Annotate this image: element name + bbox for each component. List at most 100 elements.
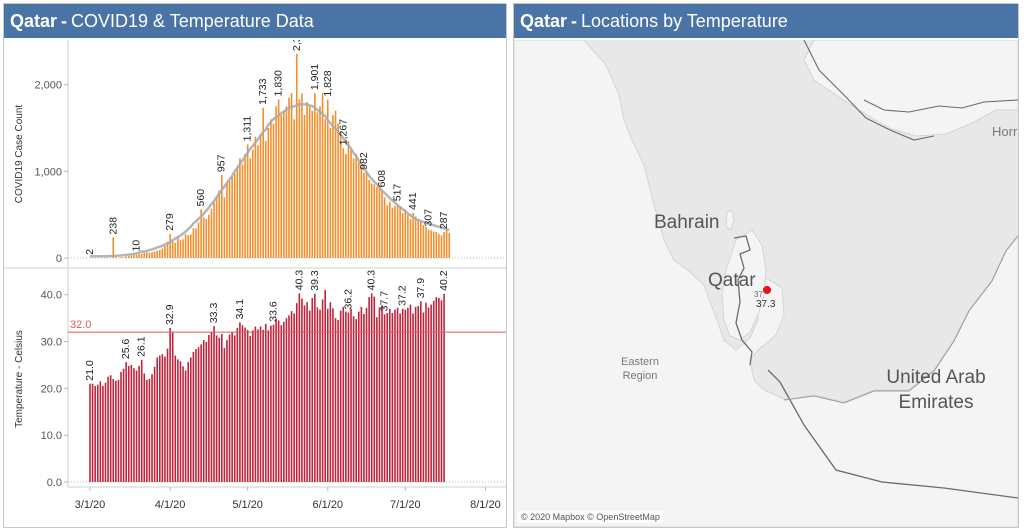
cases-ytick-label: 2,000 [34, 80, 62, 92]
x-tick-label: 3/1/20 [75, 499, 106, 511]
temp-bar [210, 331, 213, 482]
temp-bar [285, 318, 288, 482]
temp-bar [360, 306, 363, 482]
horn-label: Horr [992, 124, 1018, 139]
cases-bar [252, 149, 254, 258]
cases-bar [262, 107, 264, 258]
temp-bar [143, 373, 146, 482]
map-panel: Qatar - Locations by Temperature Bahrain… [513, 3, 1019, 528]
cases-bar [363, 172, 365, 258]
temp-bar [215, 335, 218, 482]
temp-bar [158, 355, 161, 482]
uae-border [767, 369, 1018, 499]
temp-bar [264, 323, 267, 482]
temp-bar [239, 322, 241, 482]
temp-bar [407, 307, 409, 482]
temp-bar [133, 368, 135, 482]
map-view[interactable]: Bahrain Qatar Horr Eastern Region United … [514, 40, 1018, 527]
cases-bar [239, 158, 241, 258]
cases-bar [164, 245, 166, 258]
cases-bar [257, 145, 259, 258]
cases-data-label: 2 [84, 249, 96, 255]
temp-bar [169, 327, 171, 482]
temp-bar [208, 334, 210, 482]
temp-bar [228, 334, 231, 482]
temp-bar [179, 361, 182, 482]
cases-data-label: 1,830 [273, 70, 285, 96]
temp-bar [342, 306, 345, 482]
map-attribution[interactable]: © 2020 Mapbox © OpenStreetMap [518, 511, 663, 523]
temp-bar [404, 309, 407, 482]
temp-bar [153, 366, 156, 482]
city-temperature-marker[interactable] [762, 285, 772, 295]
cases-bar [321, 93, 324, 258]
temp-bar [218, 337, 221, 482]
cases-bar [189, 234, 192, 258]
temp-bar [117, 379, 120, 482]
cases-bar [171, 240, 174, 258]
temp-bar [140, 359, 143, 482]
cases-bar [177, 236, 179, 258]
cases-bar [221, 175, 223, 258]
temp-bar [272, 324, 275, 482]
cases-bar [314, 93, 316, 258]
cases-bar [275, 106, 277, 258]
cases-bar [259, 133, 262, 258]
x-tick-label: 6/1/20 [312, 499, 343, 511]
temp-bar [205, 342, 208, 482]
cases-bar [272, 123, 275, 259]
map-svg: Bahrain Qatar Horr Eastern Region United … [514, 40, 1018, 527]
temp-bar [391, 312, 394, 482]
cases-bar [210, 208, 213, 258]
cases-bar [179, 240, 182, 258]
temp-bar [246, 329, 249, 482]
cases-bar [401, 213, 404, 258]
iran-coastline [803, 40, 1018, 141]
temp-bar [275, 319, 277, 482]
temp-bar [329, 302, 332, 482]
temp-bar [195, 349, 197, 482]
temp-bar [326, 308, 329, 482]
cases-bar [228, 180, 231, 258]
cases-bar [360, 167, 363, 258]
cases-data-label: 1,733 [257, 78, 269, 104]
temp-bar [164, 356, 166, 482]
temp-bar [231, 332, 233, 482]
temp-bar [298, 293, 301, 482]
temp-data-label: 21.0 [84, 360, 96, 381]
temp-bar [236, 327, 239, 482]
temp-bar [166, 348, 169, 482]
cases-bar [187, 235, 190, 258]
temp-data-label: 25.6 [120, 339, 132, 360]
cases-bar [202, 217, 205, 258]
cases-bar [213, 202, 215, 258]
cases-bar [146, 252, 148, 258]
right-header-separator: - [571, 10, 578, 31]
cases-bar [396, 204, 399, 258]
temp-bar [443, 293, 445, 482]
cases-bar [407, 214, 409, 258]
temp-bar [401, 308, 404, 482]
temp-bar [151, 374, 153, 482]
cases-bar [306, 102, 308, 258]
temp-bar [283, 321, 285, 482]
cases-bar [166, 241, 169, 258]
temp-bar [399, 313, 401, 482]
temp-data-label: 26.1 [136, 336, 148, 357]
temp-bar [174, 355, 177, 482]
cases-bar [329, 128, 332, 258]
temp-data-label: 37.2 [397, 285, 409, 306]
cases-bar [404, 209, 407, 258]
cases-bar [311, 110, 314, 259]
temp-bar [91, 383, 94, 482]
temp-bar [357, 311, 360, 482]
cases-bar [184, 234, 187, 258]
cases-bar [337, 123, 339, 259]
cases-bar [370, 183, 373, 258]
cases-bar [182, 239, 184, 258]
temp-bar [438, 298, 440, 482]
temp-bar [213, 326, 215, 482]
cases-bar [267, 128, 270, 258]
temp-yaxis-label: Temperature - Celsius [14, 330, 25, 428]
temp-bar [148, 379, 151, 482]
